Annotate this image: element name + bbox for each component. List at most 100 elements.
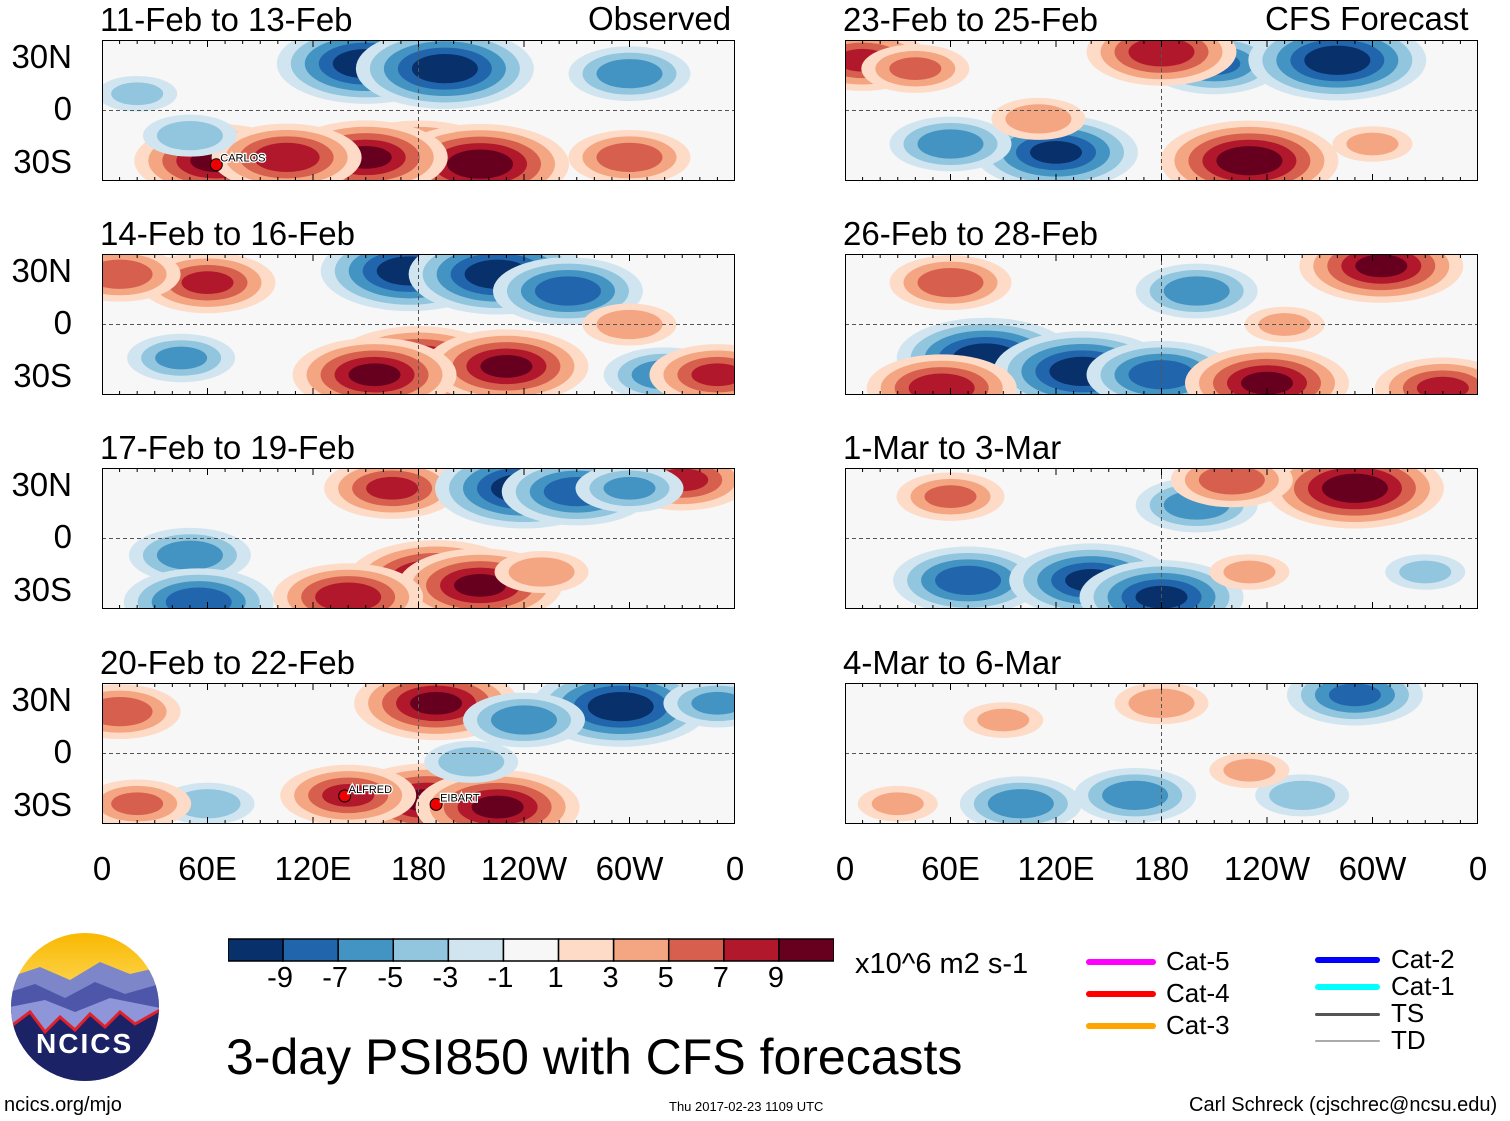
- anomaly-contour: [438, 747, 505, 777]
- storm-marker: [338, 789, 352, 803]
- storm-legend-label: Cat-3: [1166, 1010, 1230, 1040]
- storm-marker: [209, 158, 223, 172]
- lon-tick-label: 60E: [921, 850, 980, 887]
- anomaly-contour: [1005, 104, 1072, 134]
- lon-tick-label: 180: [390, 850, 447, 887]
- timestamp: Thu 2017-02-23 1109 UTC: [669, 1099, 824, 1114]
- storm-legend-line: [1086, 1023, 1156, 1029]
- anomaly-contour: [366, 476, 419, 500]
- lon-tick-label: 120W: [480, 850, 568, 887]
- anomaly-contour: [102, 697, 153, 727]
- lon-tick-label: 60W: [1338, 850, 1407, 887]
- anomaly-contour: [1269, 780, 1336, 810]
- anomaly-contour: [1346, 132, 1399, 156]
- storm-legend-line: [1315, 984, 1380, 990]
- storm-legend-label: Cat-1: [1391, 971, 1455, 1001]
- anomaly-contour: [156, 121, 223, 151]
- lon-tick-label: 0: [1468, 850, 1488, 887]
- anomaly-contour: [889, 57, 942, 81]
- anomaly-contour: [111, 82, 164, 106]
- anomaly-contour: [534, 276, 601, 306]
- site-url[interactable]: ncics.org/mjo: [4, 1094, 122, 1116]
- anomaly-contour: [1304, 45, 1371, 75]
- lon-tick-label: 0: [725, 850, 745, 887]
- colorbar-label: 7: [712, 962, 729, 994]
- anomaly-contour: [596, 59, 663, 89]
- lat-tick-label: 30S: [13, 571, 72, 608]
- anomaly-contour: [1241, 371, 1293, 395]
- anomaly-contour: [480, 354, 533, 378]
- storm-label: ALFRED: [349, 784, 392, 796]
- panel-title: 4-Mar to 6-Mar: [843, 644, 1062, 681]
- anomaly-contour: [691, 691, 735, 715]
- storm-legend-label: Cat-2: [1391, 944, 1455, 974]
- lat-tick-label: 30S: [13, 143, 72, 180]
- lon-tick-label: 60E: [178, 850, 237, 887]
- anomaly-contour: [447, 149, 514, 179]
- anomaly-contour: [935, 565, 1002, 595]
- lat-tick-label: 30S: [13, 786, 72, 823]
- ncics-logo: [11, 933, 159, 1081]
- lon-tick-label: 60W: [595, 850, 664, 887]
- storm-legend-line: [1315, 1012, 1380, 1016]
- anomaly-contour: [1102, 780, 1169, 810]
- anomaly-map-panel: CARLOS: [102, 40, 735, 181]
- colorbar-label: -9: [267, 962, 293, 994]
- anomaly-map-panel: [845, 468, 1478, 609]
- lat-tick-label: 0: [53, 304, 72, 341]
- colorbar-swatch: [502, 938, 560, 962]
- storm-legend-line: [1315, 1040, 1380, 1042]
- lat-tick-label: 0: [53, 90, 72, 127]
- anomaly-contour: [181, 271, 234, 295]
- anomaly-contour: [1198, 468, 1265, 495]
- lat-tick-label: 30N: [11, 252, 72, 289]
- anomaly-map-panel: [845, 40, 1478, 181]
- anomaly-contour: [987, 789, 1054, 819]
- anomaly-contour: [253, 142, 320, 172]
- storm-legend-line: [1086, 959, 1156, 965]
- anomaly-contour: [1258, 313, 1311, 336]
- lon-tick-label: 120E: [1017, 850, 1095, 887]
- logo-text: NCICS: [36, 1028, 134, 1059]
- anomaly-map-panel: [102, 468, 735, 609]
- panel-title: 20-Feb to 22-Feb: [100, 644, 355, 681]
- storm-label: CARLOS: [220, 153, 265, 165]
- colorbar-swatch: [557, 938, 615, 962]
- storm-legend-label: TD: [1391, 1025, 1426, 1055]
- storm-legend-line: [1086, 991, 1156, 997]
- anomaly-map-panel: ALFRED EIBART: [102, 683, 735, 824]
- anomaly-contour: [165, 587, 232, 609]
- anomaly-contour: [111, 792, 164, 816]
- anomaly-contour: [908, 373, 975, 395]
- colorbar-swatch: [228, 938, 284, 962]
- forecast-label: CFS Forecast: [1265, 0, 1469, 37]
- anomaly-contour: [315, 582, 382, 609]
- anomaly-contour: [1223, 560, 1276, 584]
- anomaly-contour: [917, 129, 984, 159]
- anomaly-contour: [410, 691, 463, 715]
- anomaly-contour: [1321, 473, 1388, 503]
- anomaly-contour: [977, 708, 1030, 732]
- anomaly-contour: [155, 346, 208, 370]
- colorbar-label: -5: [377, 962, 404, 994]
- colorbar-label: -3: [432, 962, 459, 994]
- colorbar-swatch: [667, 938, 725, 962]
- colorbar: [228, 938, 834, 962]
- figure-title: 3-day PSI850 with CFS forecasts: [226, 1029, 963, 1085]
- lat-tick-label: 0: [53, 733, 72, 770]
- storm-legend-label: TS: [1391, 998, 1425, 1028]
- colorbar-label: -1: [487, 962, 514, 994]
- anomaly-contour: [102, 259, 153, 289]
- anomaly-contour: [1128, 40, 1195, 67]
- anomaly-map-panel: [845, 683, 1478, 824]
- colorbar-swatch: [282, 938, 339, 962]
- anomaly-contour: [454, 573, 507, 597]
- anomaly-contour: [1163, 276, 1230, 306]
- colorbar-swatch: [392, 938, 450, 962]
- anomaly-contour: [174, 789, 241, 819]
- colorbar-swatch: [778, 938, 834, 962]
- anomaly-contour: [587, 692, 654, 722]
- storm-legend-label: Cat-4: [1166, 978, 1230, 1008]
- anomaly-contour: [156, 540, 223, 570]
